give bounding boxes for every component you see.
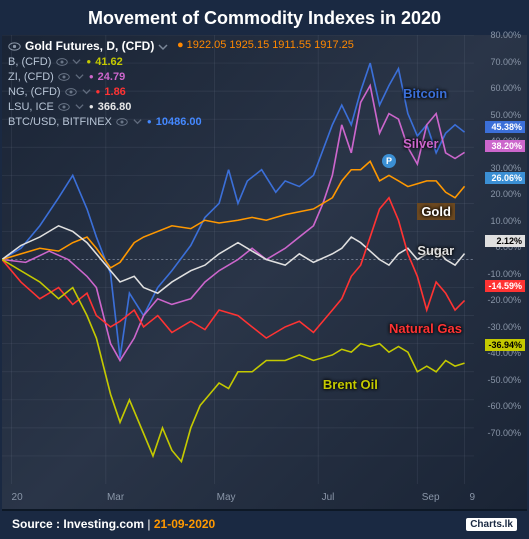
symbol-value: 1.86	[104, 86, 125, 98]
symbol-label: ZI, (CFD)	[8, 71, 54, 83]
chevron-down-icon[interactable]	[75, 72, 85, 82]
final-value-box: 26.06%	[485, 172, 525, 184]
x-tick-label: Jul	[322, 492, 335, 503]
series-label: Silver	[403, 136, 438, 151]
y-tick-label: -10.00%	[487, 269, 521, 279]
y-tick-label: -30.00%	[487, 322, 521, 332]
symbol-value: 366.80	[98, 101, 132, 113]
chart-title: Movement of Commodity Indexes in 2020	[2, 2, 527, 35]
y-tick-label: 80.00%	[490, 30, 521, 40]
eye-icon[interactable]	[58, 70, 71, 83]
series-line-gold	[2, 161, 465, 268]
final-value-box: -36.94%	[485, 339, 525, 351]
symbol-value: 10486.00	[156, 116, 202, 128]
symbol-value: 24.79	[98, 71, 126, 83]
symbol-label: B, (CFD)	[8, 56, 51, 68]
y-tick-label: 20.00%	[490, 189, 521, 199]
symbol-label: BTC/USD, BITFINEX	[8, 116, 112, 128]
footer-bar: Source : Investing.com | 21-09-2020 Char…	[2, 509, 527, 537]
eye-icon[interactable]	[58, 100, 71, 113]
chevron-down-icon[interactable]	[75, 102, 85, 112]
symbol-label: NG, (CFD)	[8, 86, 61, 98]
x-tick-label: May	[217, 492, 236, 503]
symbol-value: 41.62	[95, 56, 123, 68]
final-value-box: 2.12%	[485, 235, 525, 247]
series-dot: ●	[89, 72, 94, 81]
footer-date: 21-09-2020	[154, 517, 215, 531]
x-tick-label: Mar	[107, 492, 124, 503]
y-tick-label: 70.00%	[490, 57, 521, 67]
symbol-row[interactable]: B, (CFD) ● 41.62	[8, 55, 123, 68]
series-dot: ●	[147, 117, 152, 126]
series-label: Sugar	[417, 243, 454, 258]
series-label: Natural Gas	[389, 321, 462, 336]
series-dot: ●	[86, 57, 91, 66]
x-tick-label: Sep	[422, 492, 440, 503]
symbol-label: LSU, ICE	[8, 101, 54, 113]
y-tick-label: 60.00%	[490, 83, 521, 93]
final-value-box: -14.59%	[485, 280, 525, 292]
eye-icon[interactable]	[55, 55, 68, 68]
chevron-down-icon[interactable]	[133, 117, 143, 127]
p-marker-icon: P	[382, 154, 396, 168]
y-tick-label: -70.00%	[487, 428, 521, 438]
ohlc-low: 1911.55	[272, 39, 311, 51]
symbol-row[interactable]: LSU, ICE ● 366.80	[8, 100, 131, 113]
x-tick-label: 9	[469, 492, 475, 503]
final-value-box: 38.20%	[485, 140, 525, 152]
y-tick-label: 10.00%	[490, 216, 521, 226]
y-tick-label: 50.00%	[490, 110, 521, 120]
series-label: Brent Oil	[323, 377, 378, 392]
ohlc-values: ● 1922.05 1925.15 1911.55 1917.25	[177, 39, 354, 51]
symbol-row[interactable]: BTC/USD, BITFINEX ● 10486.00	[8, 115, 202, 128]
final-value-box: 45.38%	[485, 121, 525, 133]
y-tick-label: -20.00%	[487, 295, 521, 305]
main-symbol-row[interactable]: Gold Futures, D, (CFD)	[8, 39, 168, 53]
chart-area[interactable]: Gold Futures, D, (CFD) ● 1922.05 1925.15…	[2, 35, 527, 509]
main-symbol-label: Gold Futures, D, (CFD)	[25, 39, 154, 53]
eye-icon[interactable]	[116, 115, 129, 128]
eye-icon[interactable]	[65, 85, 78, 98]
y-tick-label: -50.00%	[487, 375, 521, 385]
source-name: Investing.com	[63, 517, 144, 531]
series-label: Bitcoin	[403, 86, 447, 101]
ohlc-dot: ●	[177, 39, 184, 51]
chart-container: Movement of Commodity Indexes in 2020 Go…	[0, 0, 529, 539]
series-line-natural-gas	[2, 198, 465, 338]
ohlc-close: 1917.25	[314, 39, 354, 51]
chevron-down-icon[interactable]	[72, 57, 82, 67]
series-label: Gold	[417, 203, 455, 220]
x-axis: 20 Mar May Jul Sep 9	[2, 484, 479, 509]
series-line-sugar	[2, 226, 465, 293]
y-axis: 80.00%70.00%60.00%50.00%40.00%30.00%20.0…	[479, 35, 527, 459]
y-tick-label: -60.00%	[487, 401, 521, 411]
ohlc-high: 1925.15	[229, 39, 269, 51]
series-dot: ●	[89, 102, 94, 111]
ohlc-open: 1922.05	[187, 39, 227, 51]
chevron-down-icon[interactable]	[82, 87, 92, 97]
series-dot: ●	[96, 87, 101, 96]
chevron-down-icon[interactable]	[158, 41, 168, 51]
source-label: Source :	[12, 517, 63, 531]
symbol-row[interactable]: NG, (CFD) ●1.86	[8, 85, 126, 98]
charts-logo: Charts.lk	[466, 518, 517, 531]
series-line-brent-oil	[2, 260, 465, 462]
eye-icon[interactable]	[8, 40, 21, 53]
footer-source-block: Source : Investing.com | 21-09-2020	[12, 517, 215, 531]
symbol-row[interactable]: ZI, (CFD) ● 24.79	[8, 70, 125, 83]
x-tick-label: 20	[12, 492, 23, 503]
